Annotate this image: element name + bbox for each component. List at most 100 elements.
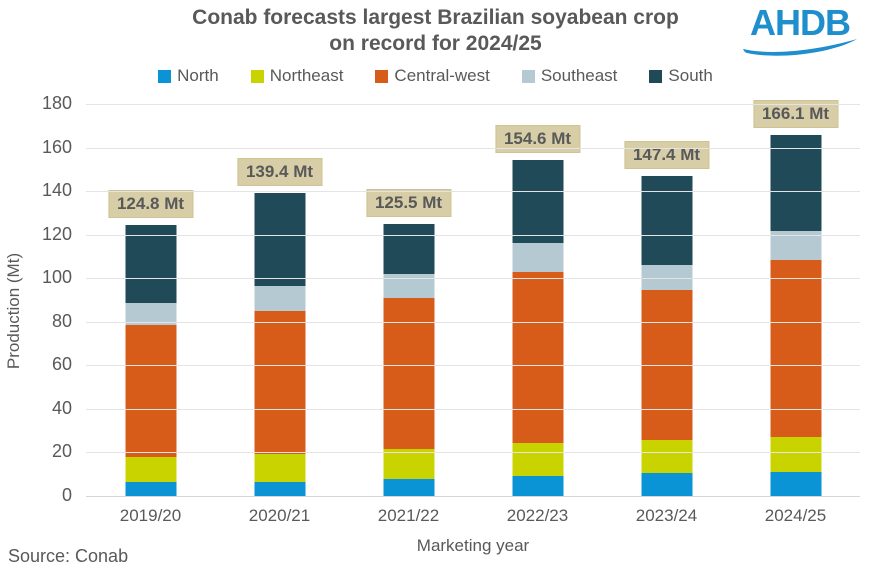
chart-title: Conab forecasts largest Brazilian soyabe… (0, 5, 871, 57)
gridline-120 (86, 234, 860, 236)
y-tick-label-120: 120 (41, 223, 72, 244)
gridline-100 (86, 278, 860, 280)
bar-segment-north (383, 479, 434, 497)
legend-label: South (668, 66, 713, 85)
y-tick-label-140: 140 (41, 180, 72, 201)
legend-label: Central-west (394, 66, 490, 85)
bar-segment-central-west (770, 260, 821, 437)
bar-segment-north (254, 481, 305, 497)
legend-swatch-southeast (521, 69, 535, 83)
legend-swatch-northeast (250, 69, 264, 83)
legend-swatch-central-west (375, 69, 389, 83)
bar-segment-central-west (125, 324, 176, 457)
legend-item-central-west: Central-west (375, 66, 490, 86)
bar-slot-2023-24: 147.4 Mt 2023/24 (602, 105, 731, 525)
total-label-2020-21: 139.4 Mt (236, 158, 323, 187)
bar-segment-northeast (770, 436, 821, 472)
bar-segment-south (512, 160, 563, 244)
ahdb-logo-wave-icon (743, 39, 857, 56)
total-label-2019-20: 124.8 Mt (107, 190, 194, 219)
bar-segment-southeast (383, 274, 434, 298)
x-tick-label-2022-23: 2022/23 (506, 506, 569, 525)
legend: North Northeast Central-west Southeast South (0, 66, 871, 86)
y-tick-label-160: 160 (41, 136, 72, 157)
bar-2023-24 (641, 105, 692, 497)
bar-segment-northeast (254, 454, 305, 482)
bar-2021-22 (383, 105, 434, 497)
chart-title-line1: Conab forecasts largest Brazilian soyabe… (192, 6, 679, 29)
bar-segment-south (383, 223, 434, 275)
y-tick-label-80: 80 (51, 310, 72, 331)
total-label-2021-22: 125.5 Mt (365, 188, 452, 217)
source-note: Source: Conab (8, 546, 129, 566)
y-tick-label-0: 0 (61, 485, 72, 505)
legend-item-north: North (158, 66, 219, 86)
bar-segment-north (641, 472, 692, 497)
y-tick-label-20: 20 (51, 441, 72, 462)
total-label-2023-24: 147.4 Mt (623, 141, 710, 169)
bar-segment-northeast (383, 449, 434, 480)
gridline-180 (86, 104, 860, 105)
bar-segment-northeast (641, 439, 692, 473)
gridline-0 (86, 496, 860, 497)
chart-title-line2: on record for 2024/25 (329, 32, 542, 55)
y-tick-label-100: 100 (41, 267, 72, 288)
plot-area: 124.8 Mt 2019/20 139.4 Mt 2020/21 125.5 Mt 20… (42, 93, 860, 525)
bar-segment-northeast (512, 443, 563, 477)
y-tick-label-40: 40 (51, 397, 72, 418)
bar-segment-central-west (641, 290, 692, 440)
bar-segment-north (770, 471, 821, 497)
bar-segment-southeast (770, 231, 821, 261)
bar-slot-2021-22: 125.5 Mt 2021/22 (344, 105, 473, 525)
bar-slot-2022-23: 154.6 Mt 2022/23 (473, 105, 602, 525)
legend-label: Southeast (540, 66, 618, 85)
y-tick-label-60: 60 (51, 354, 72, 375)
gridline-140 (86, 191, 860, 193)
bar-segment-southeast (254, 286, 305, 312)
bar-slot-2019-20: 124.8 Mt 2019/20 (86, 105, 215, 525)
bar-segment-southeast (125, 302, 176, 325)
y-axis-title: Production (Mt) (4, 252, 23, 370)
bar-segment-central-west (254, 311, 305, 455)
ahdb-logo: AHDB (741, 4, 859, 56)
bar-slot-2024-25: 166.1 Mt 2024/25 (731, 100, 860, 525)
bar-segment-southeast (641, 265, 692, 291)
bar-segment-central-west (512, 271, 563, 444)
legend-label: North (177, 66, 219, 85)
x-axis-title: Marketing year (416, 536, 530, 555)
bar-segment-southeast (512, 243, 563, 272)
x-tick-label-2020-21: 2020/21 (248, 506, 311, 525)
bar-2020-21 (254, 105, 305, 497)
total-label-2022-23: 154.6 Mt (494, 125, 581, 154)
bar-slot-2020-21: 139.4 Mt 2020/21 (215, 105, 344, 525)
bar-2022-23 (512, 105, 563, 497)
x-tick-label-2019-20: 2019/20 (119, 506, 182, 525)
x-tick-label-2024-25: 2024/25 (764, 506, 827, 525)
gridline-160 (86, 147, 860, 149)
gridline-80 (86, 321, 860, 323)
bar-slots: 124.8 Mt 2019/20 139.4 Mt 2020/21 125.5 Mt 20… (86, 100, 860, 525)
legend-item-northeast: Northeast (250, 66, 344, 86)
legend-item-southeast: Southeast (521, 66, 618, 86)
gridline-40 (86, 408, 860, 410)
legend-label: Northeast (269, 66, 344, 85)
ahdb-logo-text: AHDB (750, 2, 851, 43)
bar-segment-south (125, 225, 176, 303)
bar-segment-north (125, 482, 176, 497)
bar-segment-northeast (125, 456, 176, 483)
legend-swatch-south (649, 69, 663, 83)
bar-2024-25 (770, 105, 821, 497)
bar-segment-south (770, 135, 821, 232)
bar-segment-north (512, 476, 563, 497)
gridline-60 (86, 365, 860, 367)
x-tick-label-2021-22: 2021/22 (377, 506, 440, 525)
bar-2019-20 (125, 105, 176, 497)
legend-swatch-north (158, 69, 172, 83)
bar-segment-south (641, 176, 692, 266)
x-tick-label-2023-24: 2023/24 (635, 506, 698, 525)
gridline-20 (86, 452, 860, 454)
bar-segment-south (254, 193, 305, 286)
legend-item-south: South (649, 66, 713, 86)
bar-segment-central-west (383, 297, 434, 450)
